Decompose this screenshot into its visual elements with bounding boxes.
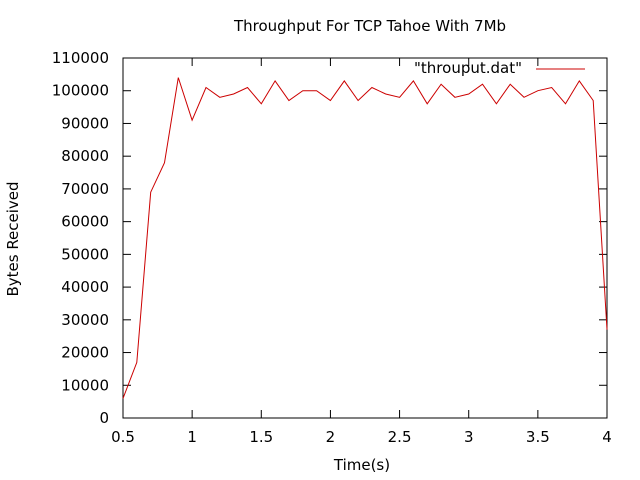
legend-label: "throuput.dat" (414, 59, 522, 77)
y-tick-label: 10000 (61, 376, 109, 394)
y-tick-label: 60000 (61, 213, 109, 231)
y-axis-label: Bytes Received (4, 181, 22, 296)
series-line (122, 77, 608, 399)
y-axis: 0 10000 20000 30000 40000 50000 60000 70000 8000… (52, 49, 607, 427)
y-tick-label: 50000 (61, 245, 109, 263)
y-tick-label: 20000 (61, 344, 109, 362)
x-tick-label: 3 (464, 428, 474, 446)
y-tick-label: 30000 (61, 311, 109, 329)
series-layer (122, 77, 608, 399)
x-tick-label: 1.5 (249, 428, 273, 446)
x-axis-label: Time(s) (333, 456, 390, 474)
y-tick-label: 80000 (61, 147, 109, 165)
plot-frame (122, 57, 608, 419)
chart-title: Throughput For TCP Tahoe With 7Mb (233, 17, 506, 35)
x-axis: 0.5 1 1.5 2 2.5 3 3.5 4 (111, 58, 612, 446)
x-tick-label: 2.5 (388, 428, 412, 446)
y-tick-label: 100000 (52, 82, 109, 100)
y-tick-label: 40000 (61, 278, 109, 296)
x-tick-label: 2 (326, 428, 336, 446)
x-tick-label: 4 (602, 428, 612, 446)
x-tick-label: 3.5 (526, 428, 550, 446)
y-tick-label: 0 (99, 409, 109, 427)
y-tick-label: 110000 (52, 49, 109, 67)
x-tick-label: 1 (187, 428, 197, 446)
y-tick-label: 70000 (61, 180, 109, 198)
y-tick-label: 90000 (61, 114, 109, 132)
x-tick-label: 0.5 (111, 428, 135, 446)
legend: "throuput.dat" (414, 59, 585, 77)
